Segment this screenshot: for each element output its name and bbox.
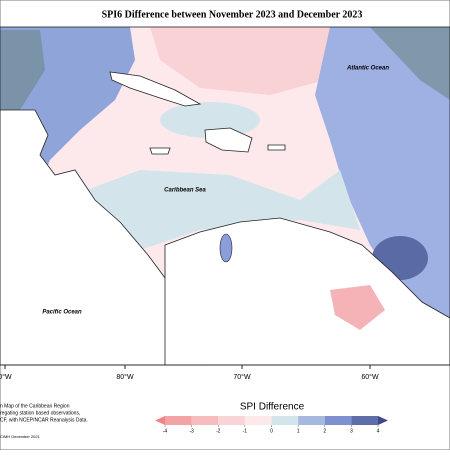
colorbar-tick-label: 2	[323, 428, 326, 434]
ocean-label: Pacific Ocean	[42, 310, 82, 316]
colorbar-tick-label: -2	[216, 428, 221, 434]
caribbean-light	[60, 170, 360, 250]
colorbar-tick-label: -4	[163, 428, 168, 434]
map: Atlantic Ocean Caribbean Sea Pacific Oce…	[0, 26, 450, 366]
map-border	[0, 26, 450, 366]
lake-maracaibo	[219, 233, 233, 263]
note: CIMH December 2021	[0, 434, 41, 439]
title: SPI6 Difference between November 2023 an…	[102, 9, 363, 20]
guyana-pink	[330, 285, 385, 330]
note: n Map of the Caribbean Region	[0, 403, 70, 409]
gulf-anomaly-dark	[0, 30, 45, 115]
colorbar-tick-label: -3	[189, 428, 194, 434]
colorbar-segment	[191, 416, 219, 425]
legend-title: SPI Difference	[240, 402, 305, 413]
colorbar-segment	[165, 416, 192, 425]
jamaica	[149, 147, 171, 155]
lon-label: 80°W	[116, 373, 134, 381]
colorbar-under	[155, 416, 165, 425]
colorbar-tick-label: -1	[243, 428, 248, 434]
colorbar-segment	[351, 416, 378, 425]
colorbar: -4 -3 -2 -1 0 1 2 3 4	[155, 416, 388, 434]
colorbar-tick-label: 0	[270, 428, 273, 434]
lon-label: 0°W	[0, 373, 12, 381]
colorbar-segment	[298, 416, 325, 425]
atlantic-dark	[370, 27, 450, 100]
colorbar-over	[378, 416, 388, 425]
lon-label: 70°W	[233, 373, 251, 381]
colorbar-tick-label: 4	[377, 428, 380, 434]
lon-label: 60°W	[361, 373, 379, 381]
sea-label: Caribbean Sea	[164, 188, 206, 194]
colorbar-segment	[244, 416, 272, 425]
note: CF, with NCEP/NCAR Reanalysis Data.	[0, 417, 88, 423]
colorbar-segment	[218, 416, 245, 425]
puerto-rico	[267, 144, 286, 151]
colorbar-segment	[324, 416, 352, 425]
colorbar-segment	[271, 416, 299, 425]
colorbar-tick-label: 1	[297, 428, 300, 434]
north-pink	[150, 27, 330, 95]
ocean-label: Atlantic Ocean	[346, 66, 389, 72]
cuba	[109, 71, 202, 107]
longitude-axis: 0°W 80°W 70°W 60°W	[0, 365, 379, 381]
hispaniola	[204, 127, 253, 153]
antilles-light	[160, 102, 260, 138]
colorbar-tick-label: 3	[350, 428, 353, 434]
note: regating station based observations,	[0, 410, 80, 416]
